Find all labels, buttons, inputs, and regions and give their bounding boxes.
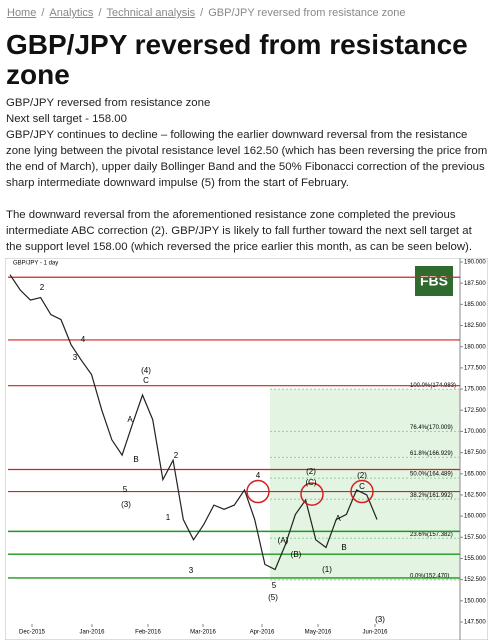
wave-label: C <box>359 482 365 491</box>
fib-zone <box>270 389 460 580</box>
wave-label: (5) <box>268 593 278 602</box>
wave-label: 2 <box>40 283 45 292</box>
x-tick-label: Apr-2016 <box>250 630 275 636</box>
wave-label: 3 <box>73 353 78 362</box>
x-tick-label: Jan-2016 <box>79 630 105 636</box>
y-tick-label: 182.500 <box>464 323 486 329</box>
logo: FBS <box>420 273 448 289</box>
resistance-circle <box>300 482 324 506</box>
y-tick-label: 187.500 <box>464 281 486 287</box>
wave-label: B <box>341 543 346 552</box>
wave-label: 1 <box>166 513 171 522</box>
chart: GBP/JPY - 1 day FBS 190.000 187.500 185.00… <box>5 258 488 640</box>
y-tick-label: 167.500 <box>464 450 486 456</box>
wave-label: (C) <box>305 478 316 487</box>
x-tick-label: Mar-2016 <box>190 630 216 636</box>
wave-label: (3) <box>375 615 385 624</box>
paragraph: The downward reversal from the aforement… <box>6 209 473 253</box>
resistance-circle <box>350 479 374 504</box>
wave-label: (B) <box>291 550 302 559</box>
wave-label: 4 <box>256 471 261 480</box>
wave-label: 5 <box>123 485 128 494</box>
fib-label: 23.6%(157.382) <box>410 532 453 538</box>
wave-label: A <box>127 415 133 424</box>
paragraph: Next sell target - 158.00 <box>6 113 127 125</box>
article-text: GBP/JPY reversed from resistance zone Ne… <box>6 95 488 255</box>
y-tick-label: 162.500 <box>464 493 486 499</box>
breadcrumb: Home / Analytics / Technical analysis / GBP/JP… <box>7 7 406 19</box>
breadcrumb-current: GBP/JPY reversed from resistance zone <box>208 7 406 19</box>
y-tick-label: 190.000 <box>464 260 486 266</box>
resistance-circle <box>246 479 270 504</box>
y-tick-label: 177.500 <box>464 365 486 371</box>
fib-label: 50.0%(164.489) <box>410 472 453 478</box>
y-tick-label: 150.000 <box>464 598 486 604</box>
fib-label: 61.8%(166.929) <box>410 451 453 457</box>
fib-label: 0.0%(152.470) <box>410 573 449 579</box>
wave-label: 4 <box>81 335 86 344</box>
wave-label: 5 <box>272 581 277 590</box>
price-line <box>9 274 378 571</box>
paragraph: GBP/JPY reversed from resistance zone <box>6 97 211 109</box>
x-tick-label: Feb-2016 <box>135 630 161 636</box>
y-tick-label: 160.000 <box>464 514 486 520</box>
y-tick-label: 157.500 <box>464 535 486 541</box>
wave-label: (1) <box>322 565 332 574</box>
separator: / <box>41 7 45 19</box>
y-tick-label: 147.500 <box>464 620 486 626</box>
y-tick-label: 185.000 <box>464 302 486 308</box>
wave-label: (A) <box>278 536 289 545</box>
y-tick-label: 170.000 <box>464 429 486 435</box>
wave-label: (3) <box>121 500 131 509</box>
fib-label: 76.4%(170.009) <box>410 425 453 431</box>
chart-title: GBP/JPY - 1 day <box>13 261 58 267</box>
y-tick-label: 165.000 <box>464 471 486 477</box>
y-tick-label: 172.500 <box>464 408 486 414</box>
y-tick-label: 152.500 <box>464 577 486 583</box>
x-tick-label: Dec-2015 <box>19 630 46 636</box>
wave-label: 2 <box>174 451 179 460</box>
separator: / <box>200 7 204 19</box>
breadcrumb-link[interactable]: Technical analysis <box>106 7 196 19</box>
fib-label: 38.2%(161.992) <box>410 493 453 499</box>
breadcrumb-link[interactable]: Home <box>7 7 37 19</box>
y-tick-label: 175.000 <box>464 387 486 393</box>
wave-label: (4) <box>141 366 151 375</box>
title: GBP/JPY reversed from resistance zone <box>6 29 468 90</box>
wave-label: A <box>335 514 341 523</box>
y-tick-label: 180.000 <box>464 344 486 350</box>
wave-label: C <box>143 376 149 385</box>
x-tick-label: May-2016 <box>305 630 332 636</box>
wave-label: (2) <box>357 471 367 480</box>
logo-box <box>415 266 453 296</box>
paragraph: GBP/JPY continues to decline – following… <box>6 129 488 189</box>
x-tick-label: Jun-2016 <box>362 630 388 636</box>
separator: / <box>98 7 102 19</box>
breadcrumb-link[interactable]: Analytics <box>49 7 94 19</box>
wave-label: (2) <box>306 467 316 476</box>
wave-label: 3 <box>189 566 194 575</box>
y-tick-label: 155.000 <box>464 556 486 562</box>
wave-label: B <box>133 455 138 464</box>
